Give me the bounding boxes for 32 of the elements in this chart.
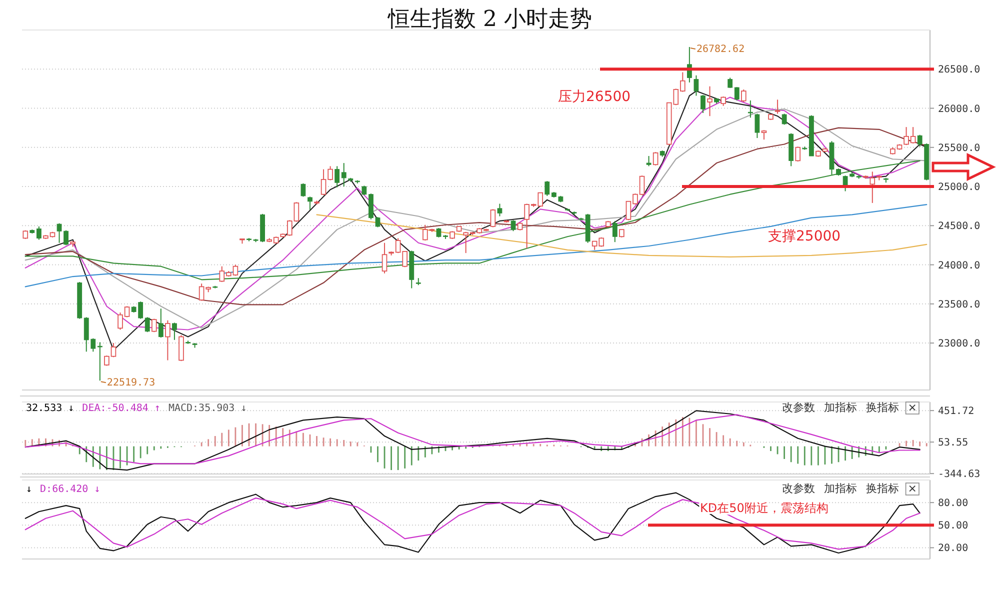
- ref-line-label: 压力26500: [558, 89, 631, 106]
- annotation: ×: [908, 482, 918, 495]
- y-tick-label: 26500.0: [938, 64, 980, 76]
- annotation: D:66.420 ↓: [40, 484, 100, 495]
- y-tick-label: 25000.0: [938, 182, 980, 194]
- annotation: 换指标: [866, 401, 899, 414]
- annotation: 加指标: [824, 401, 857, 414]
- y-tick-label: 23500.0: [938, 299, 980, 310]
- annotation: 改参数: [782, 482, 815, 495]
- annotation: MACD:35.903 ↓: [168, 403, 247, 414]
- y-tick-label: 24500.0: [938, 221, 980, 232]
- annotation: DEA:-50.484 ↑: [82, 403, 160, 414]
- annotation: ↓: [26, 484, 32, 495]
- y-tick-label: 53.55: [938, 438, 968, 449]
- ref-line-label: 支撑25000: [768, 228, 841, 245]
- y-tick-label: 26000.0: [938, 104, 980, 115]
- annotation: 改参数: [782, 401, 815, 414]
- y-tick-label: 20.00: [938, 543, 968, 554]
- annotation: 加指标: [824, 482, 857, 495]
- annotation: 32.533 ↓: [26, 403, 74, 414]
- annotation: ×: [908, 401, 918, 414]
- y-tick-label: 25500.0: [938, 142, 980, 154]
- annotation: 22519.73: [106, 378, 156, 389]
- y-tick-label: 50.00: [938, 520, 968, 532]
- y-tick-label: 23000.0: [938, 338, 980, 350]
- y-tick-label: 80.00: [938, 498, 968, 510]
- y-tick-label: 24000.0: [938, 260, 980, 272]
- chart-title: 恒生指数 2 小时走势: [387, 7, 592, 32]
- annotation: 换指标: [866, 482, 899, 495]
- y-tick-label: 451.72: [938, 406, 974, 418]
- annotation: 26782.62: [696, 44, 745, 56]
- y-tick-label: -344.63: [938, 469, 980, 480]
